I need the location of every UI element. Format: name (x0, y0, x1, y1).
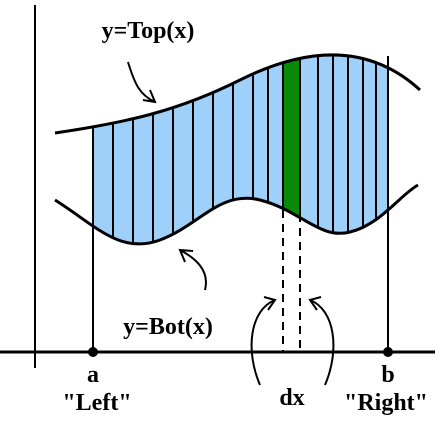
point-a (88, 347, 98, 357)
arrowhead (178, 248, 194, 263)
arrow (250, 299, 276, 386)
right-label: "Right" (344, 390, 428, 416)
arrow (127, 61, 156, 103)
b-label: b (381, 362, 394, 388)
arrows (127, 61, 335, 386)
area-fill (93, 54, 388, 245)
arrowhead (308, 296, 322, 311)
dx-strip (283, 54, 300, 245)
arrowhead (142, 89, 157, 104)
point-b (383, 347, 393, 357)
bottom-curve (54, 183, 419, 246)
curves (54, 53, 422, 246)
dx-label: dx (279, 385, 304, 411)
a-label: a (87, 362, 99, 388)
bottom-label: y=Bot(x) (123, 314, 213, 340)
top-label: y=Top(x) (102, 18, 195, 44)
top-curve (54, 53, 422, 135)
arrow (309, 299, 335, 386)
left-label: "Left" (62, 390, 131, 416)
arrow (179, 249, 207, 291)
axes (0, 5, 435, 368)
shaded-region (93, 54, 388, 245)
arrowhead (263, 296, 277, 311)
